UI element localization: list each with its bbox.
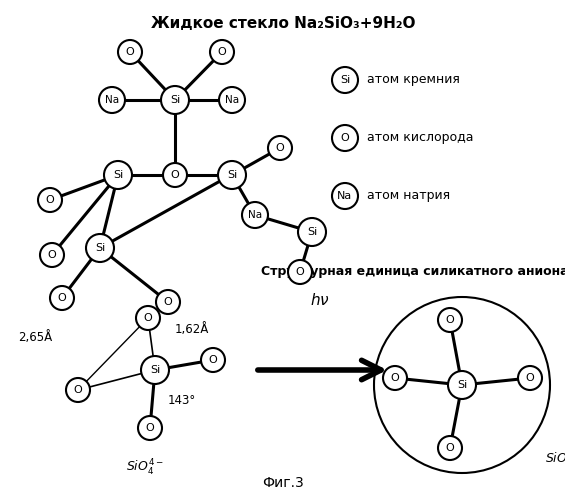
Circle shape [332,125,358,151]
Text: O: O [146,423,154,433]
Circle shape [156,290,180,314]
Circle shape [163,163,187,187]
Text: O: O [46,195,54,205]
Circle shape [138,416,162,440]
Circle shape [136,306,160,330]
Circle shape [210,40,234,64]
Circle shape [438,436,462,460]
Text: Si: Si [170,95,180,105]
Circle shape [38,188,62,212]
Circle shape [86,234,114,262]
Circle shape [448,371,476,399]
Text: O: O [125,47,134,57]
Text: $h\nu$: $h\nu$ [310,292,330,308]
Text: атом кремния: атом кремния [367,74,460,86]
Text: O: O [218,47,227,57]
Circle shape [268,136,292,160]
Circle shape [374,297,550,473]
Text: O: O [164,297,172,307]
Circle shape [66,378,90,402]
Text: Si: Si [307,227,317,237]
Circle shape [438,308,462,332]
Text: атом кислорода: атом кислорода [367,132,473,144]
Text: $SiO_4^{K+}$: $SiO_4^{K+}$ [545,450,565,470]
Text: O: O [144,313,153,323]
Circle shape [219,87,245,113]
Text: $SiO_4^{4-}$: $SiO_4^{4-}$ [126,458,164,478]
Text: 143°: 143° [168,394,196,406]
Text: Si: Si [340,75,350,85]
Text: O: O [525,373,534,383]
Circle shape [118,40,142,64]
Text: Si: Si [457,380,467,390]
Circle shape [141,356,169,384]
Text: O: O [295,267,305,277]
Circle shape [50,286,74,310]
Text: атом натрия: атом натрия [367,190,450,202]
Text: O: O [47,250,56,260]
Circle shape [40,243,64,267]
Text: O: O [276,143,284,153]
Circle shape [383,366,407,390]
Text: Na: Na [248,210,262,220]
Text: Si: Si [227,170,237,180]
Circle shape [518,366,542,390]
Text: 2,65Å: 2,65Å [18,332,52,344]
Text: O: O [73,385,82,395]
Text: Жидкое стекло Na₂SiO₃+9H₂O: Жидкое стекло Na₂SiO₃+9H₂O [151,16,415,31]
Text: O: O [208,355,218,365]
Text: Фиг.3: Фиг.3 [262,476,304,490]
Circle shape [332,67,358,93]
Text: Na: Na [337,191,353,201]
Text: O: O [58,293,66,303]
Text: 1,62Å: 1,62Å [175,324,210,336]
Text: O: O [341,133,349,143]
Circle shape [298,218,326,246]
Circle shape [288,260,312,284]
Text: O: O [171,170,179,180]
Text: Na: Na [105,95,119,105]
Text: Si: Si [95,243,105,253]
Text: O: O [390,373,399,383]
Circle shape [332,183,358,209]
Text: Структурная единица силикатного аниона: Структурная единица силикатного аниона [261,265,565,278]
Text: O: O [446,315,454,325]
Circle shape [161,86,189,114]
Circle shape [104,161,132,189]
Text: O: O [446,443,454,453]
Text: Na: Na [225,95,239,105]
Text: Si: Si [150,365,160,375]
Circle shape [201,348,225,372]
Circle shape [218,161,246,189]
Text: Si: Si [113,170,123,180]
Circle shape [99,87,125,113]
Circle shape [242,202,268,228]
